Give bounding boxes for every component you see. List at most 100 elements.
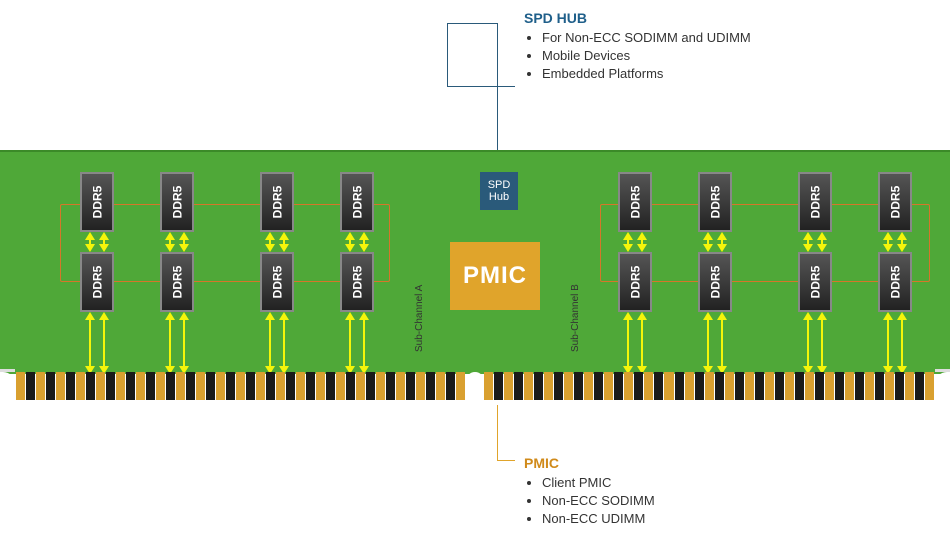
arrowhead-up-icon [717,232,727,240]
arrowhead-down-icon [717,244,727,252]
edge-pin [574,372,583,400]
edge-pin [286,372,295,400]
edge-pin [386,372,395,400]
data-arrow [363,317,365,369]
arrowhead-up-icon [265,232,275,240]
pmic-item: Client PMIC [542,474,655,492]
edge-pin [16,372,25,400]
chip-label: DDR5 [628,266,642,299]
arrowhead-up-icon [883,312,893,320]
edge-pin [136,372,145,400]
data-arrow [821,317,823,369]
arrowhead-down-icon [359,244,369,252]
ddr5-chip: DDR5 [160,252,194,312]
ddr5-chip: DDR5 [698,172,732,232]
spd-hub-callout: SPD HUB For Non-ECC SODIMM and UDIMM Mob… [524,10,751,84]
ddr5-chip: DDR5 [698,252,732,312]
edge-pin [106,372,115,400]
edge-pin [306,372,315,400]
edge-pin [514,372,523,400]
edge-pin [624,372,633,400]
arrowhead-up-icon [623,312,633,320]
edge-pin [86,372,95,400]
ddr5-chip: DDR5 [618,252,652,312]
pmic-chip: PMIC [450,242,540,310]
edge-pin [685,372,694,400]
ddr5-chip: DDR5 [80,252,114,312]
chip-label: DDR5 [808,186,822,219]
pmic-item: Non-ECC UDIMM [542,510,655,528]
data-arrow [887,317,889,369]
data-arrow [349,317,351,369]
edge-pin [456,372,465,400]
spd-label-2: Hub [489,191,509,203]
arrowhead-up-icon [703,312,713,320]
edge-pin [216,372,225,400]
sub-channel-a-label: Sub-Channel A [414,285,425,352]
arrowhead-up-icon [803,232,813,240]
edge-pin [296,372,305,400]
edge-pin [346,372,355,400]
leader-line [447,23,448,86]
ddr5-chip: DDR5 [340,172,374,232]
arrowhead-up-icon [883,232,893,240]
edge-pin [56,372,65,400]
spd-hub-chip: SPD Hub [480,172,518,210]
data-arrow [183,317,185,369]
arrowhead-up-icon [803,312,813,320]
edge-pin [845,372,854,400]
arrowhead-up-icon [359,312,369,320]
edge-cap [935,369,950,372]
arrowhead-up-icon [637,312,647,320]
edge-pin [765,372,774,400]
edge-pin [166,372,175,400]
edge-pin [236,372,245,400]
chip-label: DDR5 [90,266,104,299]
edge-pin [176,372,185,400]
arrowhead-up-icon [345,232,355,240]
arrowhead-down-icon [897,244,907,252]
edge-pin [126,372,135,400]
arrowhead-up-icon [897,312,907,320]
arrowhead-up-icon [637,232,647,240]
spd-hub-title: SPD HUB [524,10,751,26]
leader-line [447,23,497,24]
edge-pin [156,372,165,400]
chip-label: DDR5 [270,266,284,299]
edge-pin [76,372,85,400]
edge-pin [885,372,894,400]
leader-line [447,86,515,87]
arrowhead-up-icon [897,232,907,240]
edge-notch-left [0,372,15,400]
data-arrow [283,317,285,369]
chip-label: DDR5 [350,266,364,299]
data-arrow [103,317,105,369]
arrowhead-up-icon [179,312,189,320]
spd-hub-item: Embedded Platforms [542,65,751,83]
edge-pin [715,372,724,400]
ddr5-chip: DDR5 [260,172,294,232]
arrowhead-down-icon [279,244,289,252]
arrowhead-down-icon [345,244,355,252]
arrowhead-up-icon [817,312,827,320]
ddr5-chip: DDR5 [160,172,194,232]
edge-pin [524,372,533,400]
pin-strip [15,372,935,400]
spd-label-1: SPD [488,179,511,191]
arrowhead-down-icon [637,244,647,252]
leader-line [497,405,498,460]
pmic-callout: PMIC Client PMIC Non-ECC SODIMM Non-ECC … [524,455,655,529]
edge-pin [915,372,924,400]
chip-label: DDR5 [708,186,722,219]
arrowhead-down-icon [883,244,893,252]
edge-pin [675,372,684,400]
data-arrow [89,317,91,369]
edge-pin [755,372,764,400]
edge-pin [644,372,653,400]
pmic-label: PMIC [463,262,527,290]
edge-pin [544,372,553,400]
edge-pin [366,372,375,400]
edge-pin [326,372,335,400]
edge-pin [146,372,155,400]
edge-pin [725,372,734,400]
